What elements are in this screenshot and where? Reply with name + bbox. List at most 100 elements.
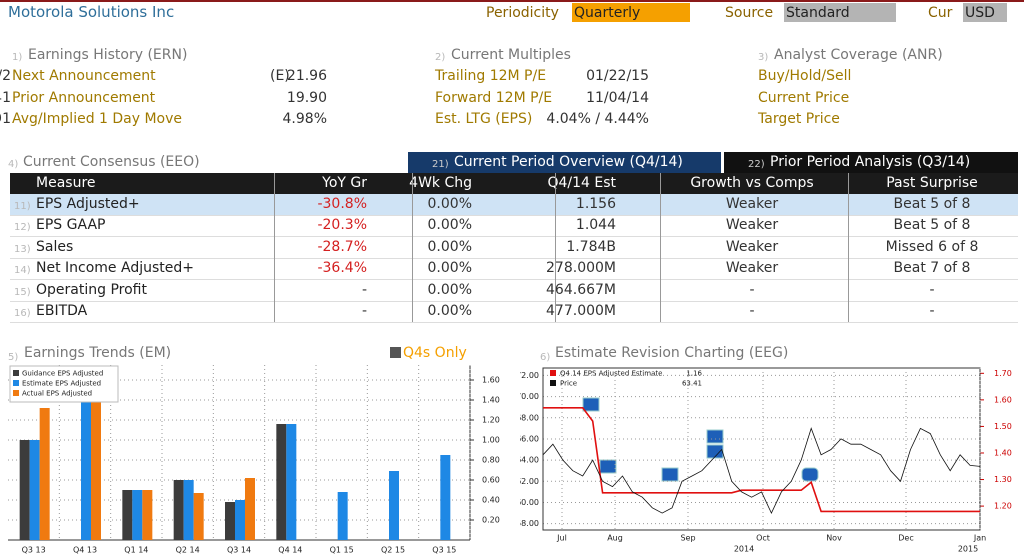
legend-value: 1.16 [686,370,702,378]
table-cell: Operating Profit [36,281,147,298]
legend-swatch [13,380,19,386]
table-cell: Net Income Adjusted+ [36,260,194,277]
column-header: Measure [36,175,96,191]
event-marker[interactable] [582,397,600,412]
table-cell: 0.00% [427,238,472,255]
y-tick-label: 72.00 [520,371,539,380]
table-cell: 1.784B [566,238,616,255]
table-cell: Beat 5 of 8 [893,217,971,234]
field-value: 64.91 [0,111,11,127]
label: Cur [928,5,953,21]
table-cell: -28.7% [317,238,367,255]
table-cell: EBITDA [36,303,88,319]
year-label: 2015 [958,545,978,554]
table-cell: 0.00% [427,217,472,234]
x-tick-label: Oct [756,534,770,543]
bar [19,440,30,540]
estimate-revision-chart: 58.00 60.00 62.00 64.00 66.00 68.00 70.00 72.00… [520,367,1012,554]
y-tick-label: 68.00 [520,413,539,422]
bar [193,493,204,540]
tab-inactive[interactable] [724,152,1018,173]
table-cell: EPS Adjusted+ [36,196,140,212]
row-number: 16) [14,308,31,319]
table-cell: 1.156 [575,196,616,212]
table-cell: 0.00% [427,196,472,212]
field-label: Trailing 12M P/E [435,68,547,84]
event-marker[interactable] [801,467,819,482]
table-cell: 1.044 [575,217,616,234]
tab-label: Current Period Overview (Q4/14) [454,154,683,170]
legend-label: Actual EPS Adjusted [22,390,92,398]
legend-swatch [550,380,556,386]
row-divider [10,322,1018,323]
bar [286,424,297,540]
tab-number: 22) [748,159,765,170]
currency-dropdown[interactable] [963,3,1007,22]
legend-box [9,365,119,403]
column-header: Past Surprise [886,175,978,191]
table-cell: 278.000M [546,260,616,277]
bar [29,440,40,540]
event-marker[interactable] [706,429,724,444]
y2-tick-label: 1.40 [994,448,1012,457]
source-dropdown[interactable] [784,3,896,22]
row-number: 14) [14,265,31,277]
y-tick-label: 0.80 [482,456,500,465]
row-divider [10,236,1018,238]
y2-tick-label: 1.60 [994,395,1012,404]
table-cell: 0.00% [427,281,472,298]
table-cell: 464.667M [546,281,616,298]
x-tick-label: Q3 13 [22,546,46,555]
field-label: Target Price [758,111,840,127]
periodicity-dropdown[interactable] [572,3,690,22]
y-tick-label: 70.00 [520,392,539,401]
legend-label: Q4 14 EPS Adjusted Estimate [560,370,662,378]
bar [276,424,287,540]
legend-swatch [550,370,556,376]
y-tick-label: 1.20 [482,416,500,425]
option-label: Q4s Only [403,345,467,361]
column-header: Q4/14 Est [547,175,616,191]
x-tick-label: Q3 15 [432,546,456,555]
field-value: 63.41 [0,89,11,106]
legend-value: 63.41 [682,380,702,388]
column-header: 4Wk Chg [409,175,472,191]
legend-swatch [13,390,19,396]
field-label: Buy/Hold/Sell [758,68,852,84]
q4s-checkbox[interactable] [390,347,401,358]
row-divider [10,215,1018,216]
x-tick-label: Q1 15 [330,546,354,555]
y-tick-label: 1.60 [482,376,500,385]
row-divider [10,300,1018,302]
earnings-trends-chart: 0.20 0.40 0.60 0.80 1.00 1.20 1.40 1.60 Q3 13 Q4 … [8,365,500,555]
event-marker[interactable] [599,459,617,474]
table-cell: - [749,281,755,298]
bar [183,480,194,540]
legend-label: Price [560,380,577,388]
section-title: Earnings Trends (EM) [24,345,172,361]
event-marker[interactable] [706,444,724,459]
y-tick-label: 62.00 [520,477,539,486]
legend-label: Guidance EPS Adjusted [22,370,103,378]
x-tick-label: Q2 15 [381,546,405,555]
table-cell: - [361,303,367,319]
x-tick-label: Q4 14 [278,546,302,555]
y-tick-label: 0.20 [482,516,500,525]
x-tick-label: Jan [973,534,986,543]
event-marker[interactable] [661,467,679,482]
y-tick-label: 64.00 [520,456,539,465]
section-title: Current Multiples [451,47,571,63]
table-header [10,173,1018,194]
y-tick-label: 1.00 [482,436,500,445]
tab-active[interactable] [408,152,721,173]
x-tick-label: Nov [826,534,842,543]
y-tick-label: 60.00 [520,498,539,507]
y-tick-label: 0.40 [482,496,500,505]
line-series [543,406,980,513]
dropdown-value: USD [965,5,995,21]
field-value: 11/04/14 [586,89,649,106]
y2-tick-label: 1.20 [994,502,1012,511]
bar [39,408,50,540]
field-prefix: (E) [270,68,290,84]
table-cell: - [749,303,755,319]
